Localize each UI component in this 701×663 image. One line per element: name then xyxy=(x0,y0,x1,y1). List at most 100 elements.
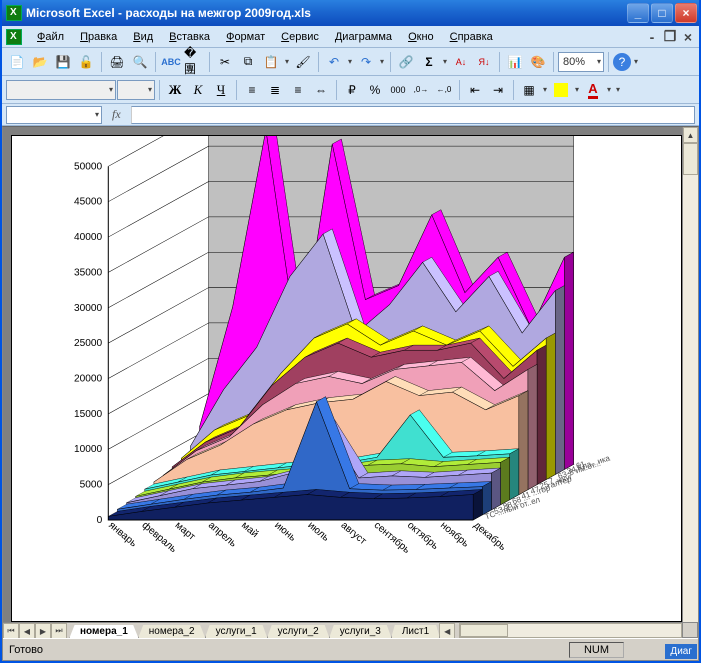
decrease-decimal-button[interactable]: ←,0 xyxy=(433,79,455,101)
sheet-tab-номера_2[interactable]: номера_2 xyxy=(138,625,206,639)
permissions-button[interactable]: 🔓 xyxy=(75,51,97,73)
tab-next-button[interactable]: ▶ xyxy=(35,623,51,639)
maximize-button[interactable]: □ xyxy=(651,3,673,23)
print-button[interactable]: 🖨 xyxy=(106,51,128,73)
format-painter-button[interactable]: 🖌 xyxy=(292,51,314,73)
menu-chart[interactable]: Диаграмма xyxy=(328,29,399,45)
italic-button[interactable]: К xyxy=(187,79,209,101)
font-size-combo[interactable]: ▾ xyxy=(117,80,155,100)
menu-help[interactable]: Справка xyxy=(443,29,500,45)
sheet-tab-bar: ⏮ ◀ ▶ ⏭ номера_1номера_2услуги_1услуги_2… xyxy=(3,622,698,638)
menu-window[interactable]: Окно xyxy=(401,29,441,45)
formula-input[interactable] xyxy=(131,106,695,124)
svg-text:25000: 25000 xyxy=(74,338,103,349)
font-color-button[interactable]: A xyxy=(582,79,604,101)
status-bar: Готово NUM xyxy=(3,638,698,660)
autosum-button[interactable]: Σ xyxy=(418,51,440,73)
undo-button[interactable]: ↶ xyxy=(323,51,345,73)
fill-color-button[interactable] xyxy=(550,79,572,101)
bold-button[interactable]: Ж xyxy=(164,79,186,101)
svg-text:5000: 5000 xyxy=(80,480,103,491)
status-ready: Готово xyxy=(9,644,43,656)
name-box[interactable]: ▾ xyxy=(6,106,102,124)
underline-button[interactable]: Ч xyxy=(210,79,232,101)
sheet-tab-услуги_3[interactable]: услуги_3 xyxy=(329,625,392,639)
doc-close-button[interactable]: × xyxy=(681,29,695,45)
doc-minimize-button[interactable]: - xyxy=(645,29,659,45)
drawing-button[interactable]: 🎨 xyxy=(527,51,549,73)
save-button[interactable]: 💾 xyxy=(52,51,74,73)
comma-button[interactable]: 000 xyxy=(387,79,409,101)
standard-toolbar: 📄 📂 💾 🔓 🖨 🔍 ABC �團 ✂ ⧉ 📋▾ 🖌 ↶▾ ↷▾ 🔗 Σ▾ А… xyxy=(2,48,699,76)
redo-button[interactable]: ↷ xyxy=(355,51,377,73)
percent-button[interactable]: % xyxy=(364,79,386,101)
close-button[interactable]: × xyxy=(675,3,697,23)
merge-center-button[interactable]: ⇔ xyxy=(310,79,332,101)
menu-file[interactable]: Файл xyxy=(30,29,71,45)
status-diag: Диаг xyxy=(665,644,697,659)
increase-decimal-button[interactable]: ,0→ xyxy=(410,79,432,101)
tab-first-button[interactable]: ⏮ xyxy=(3,623,19,639)
align-center-button[interactable]: ≣ xyxy=(264,79,286,101)
menu-format[interactable]: Формат xyxy=(219,29,272,45)
minimize-button[interactable]: _ xyxy=(627,3,649,23)
chart-sheet[interactable]: 0500010000150002000025000300003500040000… xyxy=(11,135,682,622)
vscroll-thumb[interactable] xyxy=(683,143,698,175)
formatting-toolbar: ▾ ▾ Ж К Ч ≡ ≣ ≡ ⇔ ₽ % 000 ,0→ ←,0 ⇤ ⇥ ▦▾… xyxy=(2,76,699,104)
zoom-combo[interactable]: 80%▾ xyxy=(558,52,604,72)
svg-text:апрель: апрель xyxy=(206,520,239,550)
svg-text:февраль: февраль xyxy=(140,519,180,555)
window-title: Microsoft Excel - расходы на межгор 2009… xyxy=(26,6,311,20)
chart-wizard-button[interactable]: 📊 xyxy=(504,51,526,73)
svg-text:июль: июль xyxy=(305,520,331,544)
menu-view[interactable]: Вид xyxy=(126,29,160,45)
menu-tools[interactable]: Сервис xyxy=(274,29,326,45)
titlebar[interactable]: Microsoft Excel - расходы на межгор 2009… xyxy=(2,0,699,26)
sheet-tab-услуги_2[interactable]: услуги_2 xyxy=(267,625,330,639)
svg-text:декабрь: декабрь xyxy=(471,519,508,553)
print-preview-button[interactable]: 🔍 xyxy=(129,51,151,73)
paste-button[interactable]: 📋 xyxy=(260,51,282,73)
help-button[interactable]: ? xyxy=(613,53,631,71)
sheet-tab-номера_1[interactable]: номера_1 xyxy=(69,625,139,639)
sort-desc-button[interactable]: Я↓ xyxy=(473,51,495,73)
svg-text:35000: 35000 xyxy=(74,267,103,278)
svg-text:август: август xyxy=(339,520,369,547)
svg-text:45000: 45000 xyxy=(74,197,103,208)
borders-button[interactable]: ▦ xyxy=(518,79,540,101)
spellcheck-button[interactable]: ABC xyxy=(160,51,182,73)
sheet-tab-услуги_1[interactable]: услуги_1 xyxy=(205,625,268,639)
currency-button[interactable]: ₽ xyxy=(341,79,363,101)
hyperlink-button[interactable]: 🔗 xyxy=(395,51,417,73)
hscroll-thumb[interactable] xyxy=(460,624,508,637)
svg-text:30000: 30000 xyxy=(74,303,103,314)
excel-icon xyxy=(6,5,22,21)
font-name-combo[interactable]: ▾ xyxy=(6,80,116,100)
fx-button[interactable]: fx xyxy=(106,107,127,122)
doc-restore-button[interactable]: ❐ xyxy=(663,28,677,45)
svg-text:10000: 10000 xyxy=(74,444,103,455)
vertical-scrollbar[interactable]: ▲ ▼ xyxy=(682,127,698,644)
scroll-corner xyxy=(682,622,698,638)
open-button[interactable]: 📂 xyxy=(29,51,51,73)
sheet-tab-Лист1[interactable]: Лист1 xyxy=(391,625,440,639)
new-button[interactable]: 📄 xyxy=(6,51,28,73)
tab-last-button[interactable]: ⏭ xyxy=(51,623,67,639)
menu-insert[interactable]: Вставка xyxy=(162,29,217,45)
menu-edit[interactable]: Правка xyxy=(73,29,124,45)
scroll-up-button[interactable]: ▲ xyxy=(683,127,698,143)
svg-text:0: 0 xyxy=(97,515,103,526)
align-right-button[interactable]: ≡ xyxy=(287,79,309,101)
svg-text:20000: 20000 xyxy=(74,374,103,385)
cut-button[interactable]: ✂ xyxy=(214,51,236,73)
svg-text:50000: 50000 xyxy=(74,161,103,172)
formula-bar: ▾ fx xyxy=(2,104,699,126)
decrease-indent-button[interactable]: ⇤ xyxy=(464,79,486,101)
copy-button[interactable]: ⧉ xyxy=(237,51,259,73)
increase-indent-button[interactable]: ⇥ xyxy=(487,79,509,101)
align-left-button[interactable]: ≡ xyxy=(241,79,263,101)
scroll-left-button[interactable]: ◀ xyxy=(439,623,455,639)
sort-asc-button[interactable]: А↓ xyxy=(450,51,472,73)
tab-prev-button[interactable]: ◀ xyxy=(19,623,35,639)
research-button[interactable]: �團 xyxy=(183,51,205,73)
